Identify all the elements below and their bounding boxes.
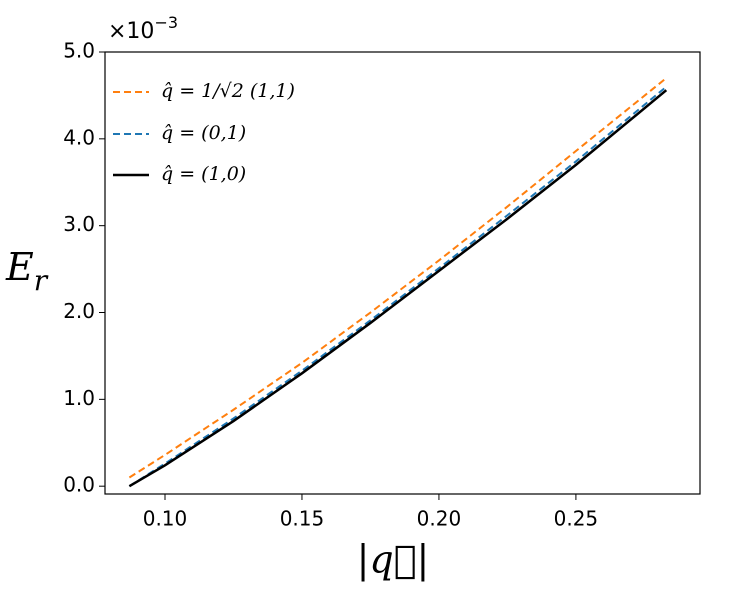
y-tick-label: 4.0 [63,125,95,149]
x-axis-label: |q⃗| [357,538,430,582]
x-tick-label: 0.15 [280,507,325,531]
plot-frame [104,51,701,495]
series-line [128,77,667,479]
legend-label: q̂ = (1,0) [161,163,246,185]
x-tick-label: 0.10 [143,507,188,531]
multiplier-exp: −3 [154,13,178,32]
y-tick-label: 3.0 [63,212,95,236]
y-tick-label: 1.0 [63,386,95,410]
legend-label: q̂ = 1/√2 (1,1) [161,80,295,102]
y-label-sub: r [34,264,49,297]
x-tick-label: 0.20 [417,507,462,531]
y-axis-label: Er [5,245,49,297]
multiplier-base: ×10 [108,19,154,44]
y-tick-label: 5.0 [63,39,95,63]
legend-label: q̂ = (0,1) [161,122,246,144]
y-multiplier: ×10−3 [108,13,178,45]
y-tick-label: 0.0 [63,473,95,497]
x-tick-label: 0.25 [554,507,599,531]
series-line [128,85,667,488]
series-line [128,89,668,488]
y-tick-label: 2.0 [63,299,95,323]
y-label-main: E [5,245,34,289]
